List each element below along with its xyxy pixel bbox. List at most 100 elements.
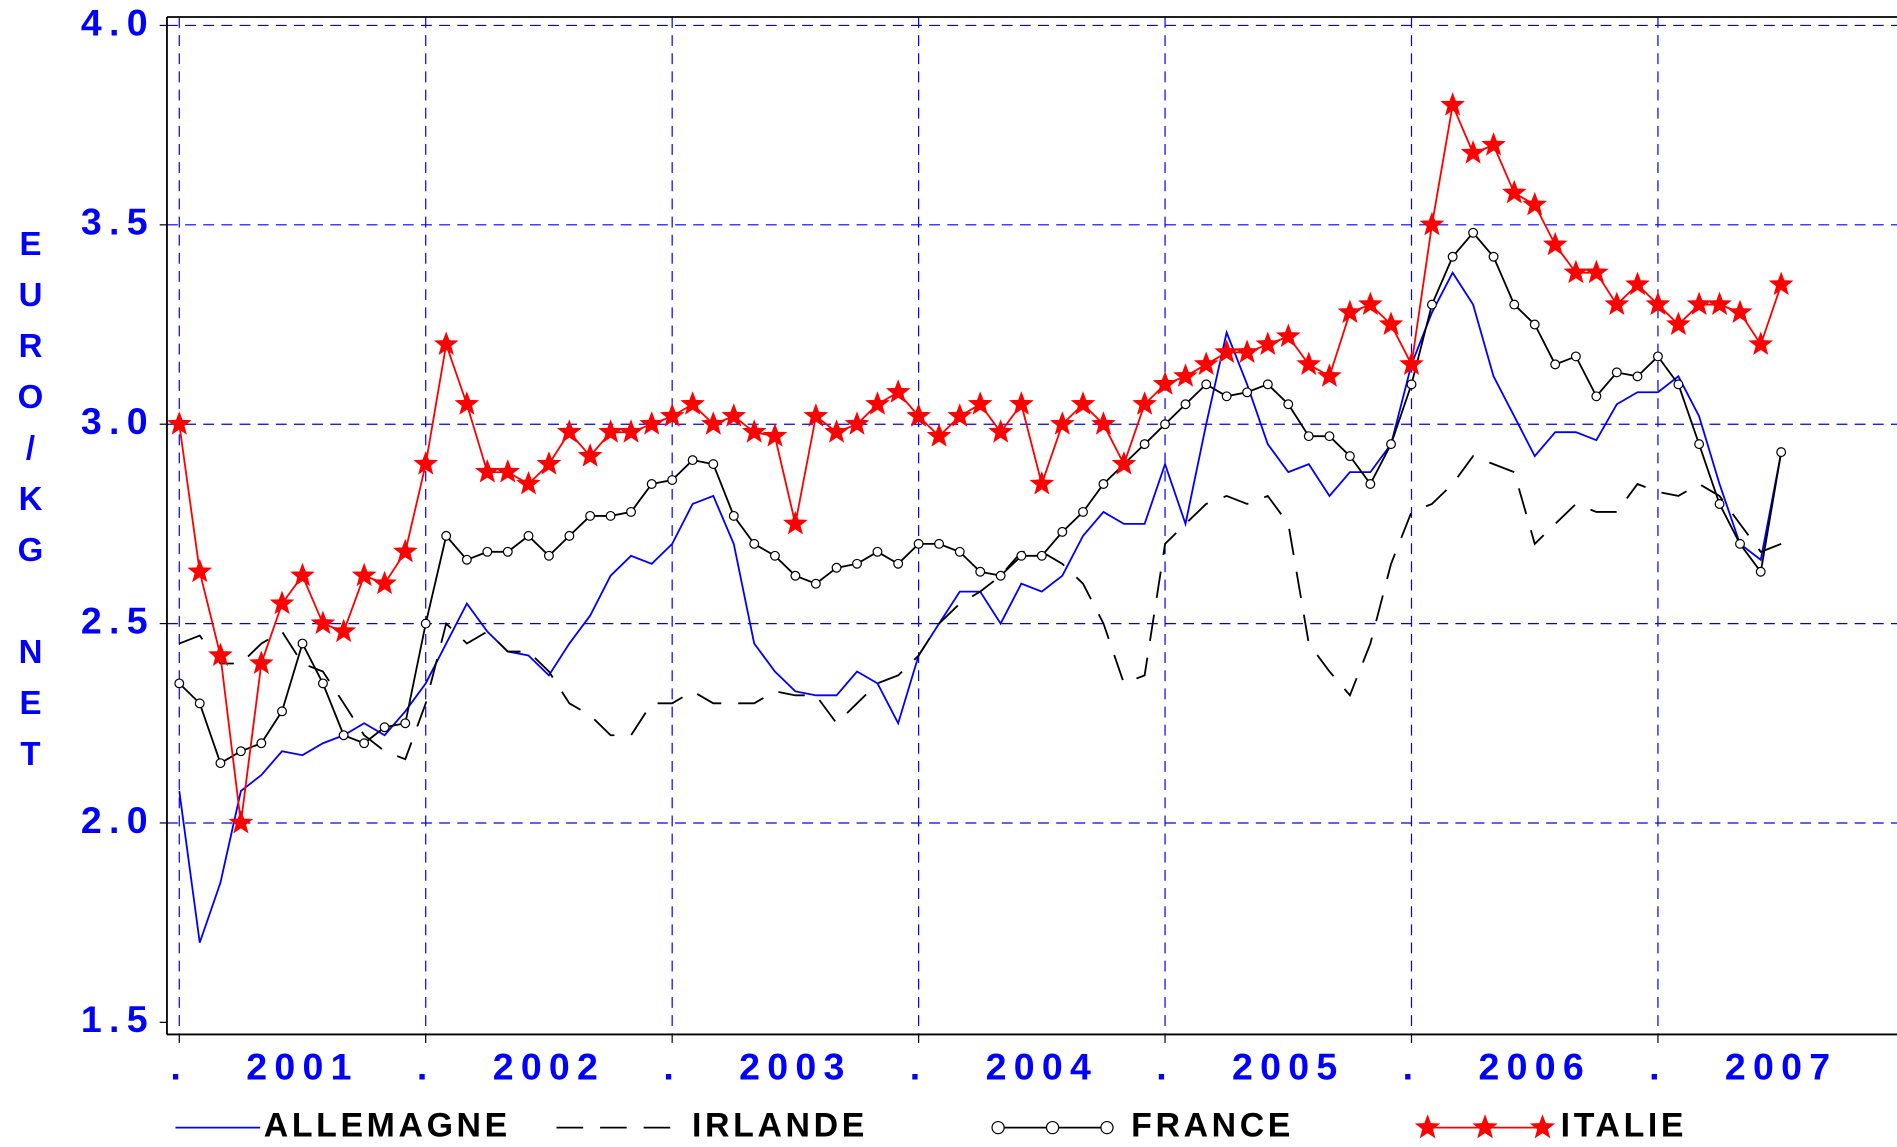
point-marker — [646, 479, 657, 489]
point-marker — [1303, 431, 1314, 442]
point-marker — [1509, 299, 1520, 310]
point-marker — [1078, 506, 1088, 517]
x-year-label: 2007 — [1725, 1045, 1837, 1087]
series — [178, 270, 1783, 943]
point-marker — [297, 638, 308, 649]
point-marker — [618, 419, 644, 443]
legend-marker — [1529, 1114, 1556, 1139]
point-marker — [1714, 498, 1725, 509]
point-marker — [1180, 399, 1191, 410]
legend-marker — [1472, 1114, 1498, 1139]
point-marker — [803, 403, 829, 427]
legend-marker — [1100, 1120, 1114, 1135]
point-marker — [1406, 379, 1417, 390]
y-tick-label: 2.0 — [81, 799, 155, 841]
point-marker — [1426, 299, 1437, 310]
point-marker — [1098, 479, 1109, 489]
point-marker — [228, 810, 254, 834]
point-marker — [810, 578, 821, 589]
point-marker — [413, 451, 439, 475]
series — [166, 92, 1794, 834]
point-marker — [1591, 391, 1602, 402]
point-marker — [420, 618, 431, 629]
point-marker — [1481, 132, 1506, 156]
point-marker — [639, 411, 665, 435]
point-marker — [392, 538, 418, 563]
point-marker — [474, 459, 500, 483]
point-marker — [1029, 471, 1055, 495]
point-marker — [495, 459, 521, 483]
point-marker — [1604, 291, 1630, 316]
point-marker — [1542, 231, 1568, 256]
point-marker — [1550, 359, 1561, 370]
point-marker — [433, 331, 459, 355]
series-line — [178, 270, 1783, 943]
point-marker — [1501, 179, 1527, 204]
point-marker — [831, 562, 842, 573]
point-marker — [1214, 339, 1239, 363]
point-marker — [290, 562, 315, 587]
point-marker — [769, 550, 780, 561]
point-marker — [1262, 379, 1273, 390]
x-tick-label: . — [1649, 1045, 1667, 1087]
point-marker — [1221, 391, 1232, 402]
point-marker — [502, 546, 513, 557]
point-marker — [1365, 479, 1376, 489]
point-marker — [885, 379, 911, 403]
point-marker — [687, 455, 698, 466]
point-marker — [913, 538, 924, 549]
point-marker — [585, 510, 596, 521]
point-marker — [1625, 271, 1650, 296]
series — [178, 455, 1782, 761]
legend-label: FRANCE — [1131, 1107, 1294, 1145]
point-marker — [1707, 291, 1732, 316]
point-marker — [523, 530, 534, 541]
point-marker — [1386, 439, 1397, 450]
x-year-label: 2003 — [739, 1045, 851, 1087]
point-marker — [1111, 451, 1137, 475]
point-marker — [1132, 391, 1157, 415]
point-marker — [1468, 227, 1479, 238]
point-marker — [194, 698, 205, 709]
y-tick-label: 4.0 — [81, 1, 155, 43]
point-marker — [235, 746, 246, 757]
x-tick-label: . — [663, 1045, 681, 1087]
y-tick-label: 3.0 — [81, 400, 155, 442]
point-marker — [1296, 351, 1322, 375]
point-marker — [1645, 291, 1671, 316]
point-marker — [359, 738, 370, 749]
point-marker — [1337, 299, 1363, 324]
point-marker — [166, 411, 192, 435]
point-marker — [700, 411, 726, 435]
x-tick-label: . — [417, 1045, 435, 1087]
point-marker — [1193, 351, 1219, 375]
point-marker — [1666, 311, 1691, 336]
legend-marker — [991, 1120, 1005, 1135]
x-year-label: 2002 — [493, 1045, 605, 1087]
point-marker — [331, 618, 357, 643]
point-marker — [1242, 387, 1253, 398]
legend-label: ITALIE — [1561, 1107, 1687, 1145]
point-marker — [557, 419, 582, 443]
point-marker — [1727, 299, 1753, 324]
legend-label: ALLEMAGNE — [264, 1107, 511, 1145]
point-marker — [482, 546, 493, 557]
point-marker — [1399, 351, 1424, 375]
point-marker — [749, 538, 760, 549]
x-tick-label: . — [1403, 1045, 1421, 1087]
point-marker — [872, 546, 883, 557]
point-marker — [605, 510, 616, 521]
point-marker — [988, 419, 1013, 443]
point-marker — [947, 403, 973, 427]
point-marker — [1735, 538, 1745, 549]
point-marker — [1070, 391, 1096, 415]
point-marker — [598, 419, 623, 443]
point-marker — [1255, 331, 1281, 355]
point-marker — [1673, 379, 1684, 390]
point-marker — [208, 642, 233, 667]
point-marker — [728, 510, 739, 521]
point-marker — [934, 538, 945, 549]
point-marker — [1234, 339, 1260, 363]
point-marker — [1776, 447, 1787, 458]
